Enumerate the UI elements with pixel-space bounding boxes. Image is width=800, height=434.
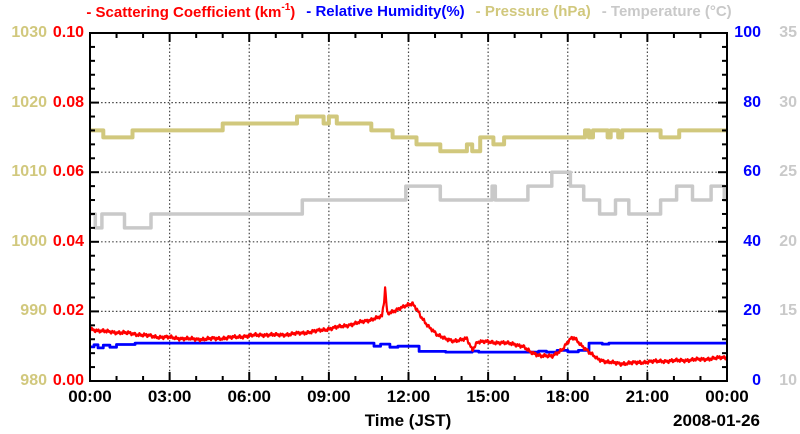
- scattering-tick-label: 0.02: [52, 302, 84, 320]
- date-label: 2008-01-26: [673, 411, 760, 430]
- pressure-tick-label: 980: [20, 372, 47, 389]
- pressure-tick-label: 990: [20, 302, 47, 320]
- time-tick-label: 06:00: [227, 387, 271, 406]
- temperature-tick-label: 15: [779, 302, 797, 320]
- humidity-tick-label: 20: [743, 302, 761, 320]
- time-tick-label: 18:00: [546, 387, 590, 406]
- time-tick-label: 00:00: [68, 387, 112, 406]
- humidity-tick-label: 60: [743, 163, 761, 181]
- x-axis-title: Time (JST): [364, 411, 452, 430]
- legend-humidity: - Relative Humidity(%): [306, 3, 465, 20]
- series-pressure: [90, 114, 727, 154]
- humidity-tick-label: 80: [743, 93, 761, 111]
- temperature-tick-label: 25: [779, 163, 797, 181]
- scattering-tick-label: 0.00: [52, 372, 84, 389]
- time-tick-label: 21:00: [625, 387, 670, 406]
- temperature-tick-label: 35: [779, 24, 797, 41]
- pressure-tick-label: 1030: [11, 24, 47, 41]
- humidity-tick-label: 0: [752, 372, 761, 389]
- humidity-tick-label: 100: [734, 24, 761, 41]
- temperature-tick-label: 30: [779, 93, 797, 111]
- temperature-tick-label: 10: [779, 372, 797, 389]
- humidity-tick-label: 40: [743, 232, 761, 250]
- pressure-tick-label: 1010: [11, 163, 47, 181]
- time-tick-label: 09:00: [307, 387, 351, 406]
- superscript: -1: [281, 2, 291, 13]
- series-temperature: [90, 170, 727, 230]
- time-tick-label: 03:00: [147, 387, 192, 406]
- temperature-tick-label: 20: [779, 232, 797, 250]
- legend: - Scattering Coefficient (km-1) - Relati…: [0, 2, 800, 21]
- time-tick-label: 00:00: [705, 387, 749, 406]
- time-tick-label: 12:00: [386, 387, 431, 406]
- scattering-tick-label: 0.08: [52, 93, 84, 111]
- legend-scattering: - Scattering Coefficient (km-1): [86, 2, 296, 21]
- legend-pressure: - Pressure (hPa): [475, 3, 591, 20]
- time-tick-label: 15:00: [466, 387, 510, 406]
- pressure-tick-label: 1020: [11, 93, 47, 111]
- series-scattering: [89, 286, 728, 367]
- series-humidity: [90, 341, 727, 354]
- scattering-tick-label: 0.06: [52, 163, 84, 181]
- scattering-tick-label: 0.04: [52, 232, 84, 250]
- pressure-tick-label: 1000: [11, 232, 47, 250]
- scattering-tick-label: 0.10: [52, 24, 84, 41]
- legend-temperature: - Temperature (°C): [601, 3, 732, 20]
